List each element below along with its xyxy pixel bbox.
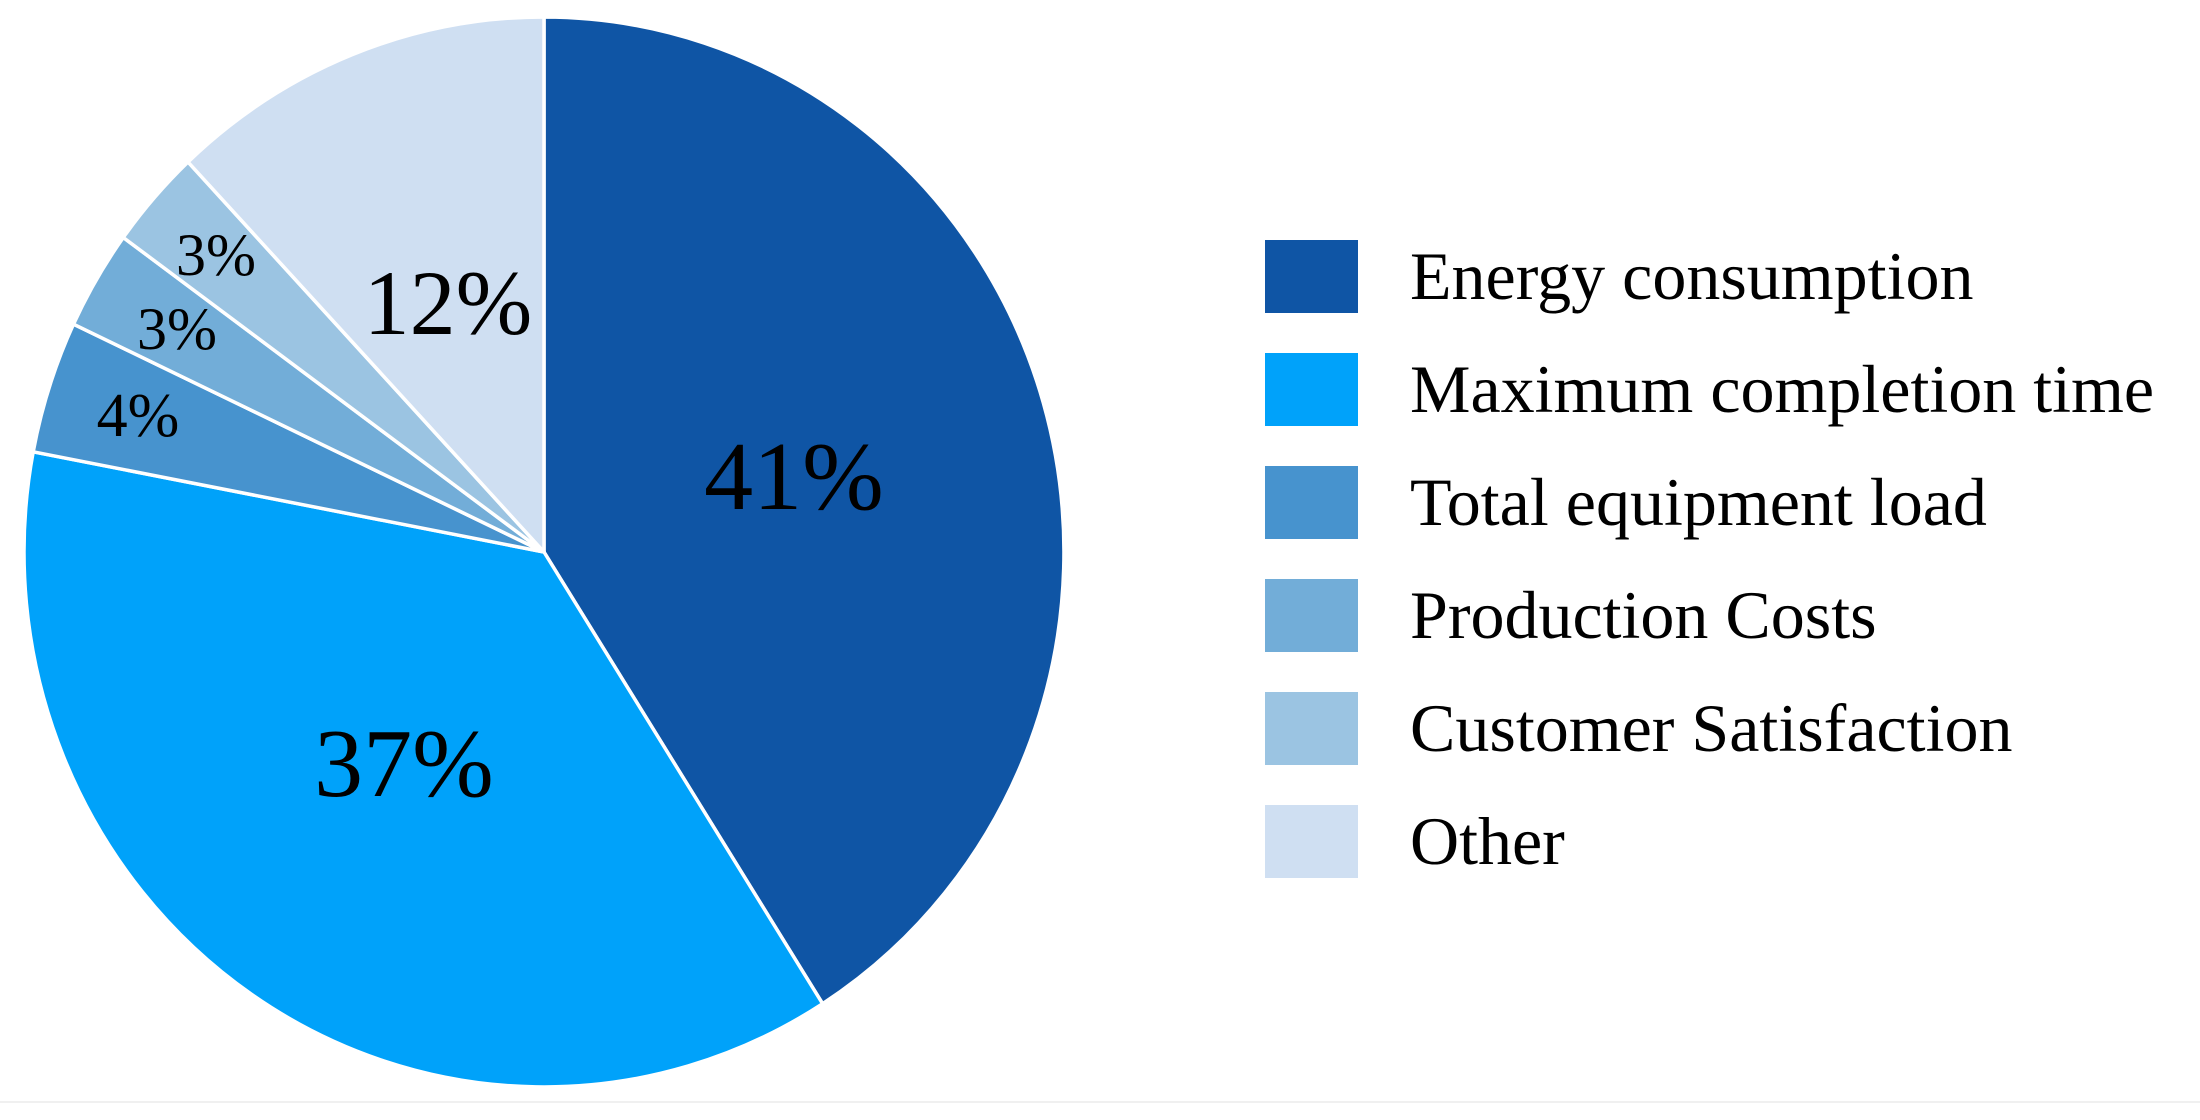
pie-percent-label-customer-satisfaction: 3% xyxy=(176,222,256,288)
legend-item-customer-satisfaction: Customer Satisfaction xyxy=(1265,692,2154,765)
pie-percent-label-maximum-completion-time: 37% xyxy=(314,710,494,818)
legend-label-energy-consumption: Energy consumption xyxy=(1410,238,1974,314)
legend-item-total-equipment-load: Total equipment load xyxy=(1265,466,2154,539)
pie-slice-maximum-completion-time xyxy=(22,450,825,1089)
legend-item-other: Other xyxy=(1265,805,2154,878)
legend-item-energy-consumption: Energy consumption xyxy=(1265,240,2154,313)
legend-swatch-customer-satisfaction xyxy=(1265,692,1358,765)
pie-slice-other xyxy=(186,15,546,554)
pie-percent-label-production-costs: 3% xyxy=(137,296,217,362)
pie-percent-label-other: 12% xyxy=(364,252,533,354)
legend-swatch-maximum-completion-time xyxy=(1265,353,1358,426)
pie-slice-energy-consumption xyxy=(542,15,1066,1006)
figure-bottom-border xyxy=(0,1101,2200,1103)
legend-swatch-other xyxy=(1265,805,1358,878)
pie-percent-label-energy-consumption: 41% xyxy=(704,423,884,531)
legend-label-total-equipment-load: Total equipment load xyxy=(1410,464,1987,540)
legend-swatch-energy-consumption xyxy=(1265,240,1358,313)
legend-label-production-costs: Production Costs xyxy=(1410,577,1877,653)
legend-swatch-total-equipment-load xyxy=(1265,466,1358,539)
legend-swatch-production-costs xyxy=(1265,579,1358,652)
legend-item-production-costs: Production Costs xyxy=(1265,579,2154,652)
pie-percent-label-total-equipment-load: 4% xyxy=(97,382,180,450)
chart-legend: Energy consumption Maximum completion tim… xyxy=(1265,240,2154,918)
legend-label-maximum-completion-time: Maximum completion time xyxy=(1410,351,2155,427)
legend-label-customer-satisfaction: Customer Satisfaction xyxy=(1410,690,2013,766)
legend-item-maximum-completion-time: Maximum completion time xyxy=(1265,353,2154,426)
legend-label-other: Other xyxy=(1410,803,1565,879)
